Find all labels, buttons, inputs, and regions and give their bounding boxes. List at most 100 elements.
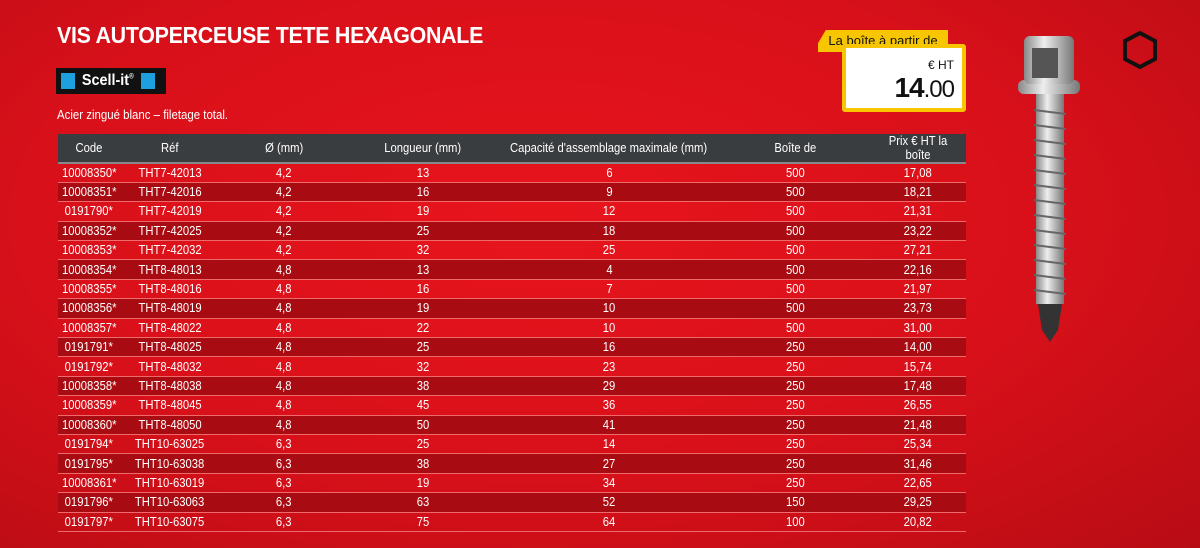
table-row: 0191797* THT10-63075 6,3 75 64 100 20,82 [58,512,966,532]
table-cell: 38 [348,376,498,397]
table-cell: 10008361* [58,473,120,494]
table-row: 0191794* THT10-63025 6,3 25 14 250 25,34 [58,434,966,455]
product-description: Acier zingué blanc – filetage total. [57,107,229,122]
table-row: 10008357* THT8-48022 4,8 22 10 500 31,00 [58,318,966,339]
table-cell: 19 [348,473,498,494]
table-row: 0191795* THT10-63038 6,3 38 27 250 31,46 [58,453,966,474]
table-cell: 4,8 [220,376,348,397]
table-cell: 4,8 [220,279,348,300]
table-cell: 41 [498,415,720,435]
table-row: 10008353* THT7-42032 4,2 32 25 500 27,21 [58,240,966,261]
table-cell: 64 [498,512,720,532]
table-cell: THT7-42016 [120,182,220,203]
table-cell: THT7-42025 [120,221,220,242]
table-cell: 21,48 [870,415,966,435]
brand-logo: Scell-it® [56,68,166,94]
table-cell: 15,74 [870,356,966,377]
table-row: 0191792* THT8-48032 4,8 32 23 250 15,74 [58,356,966,377]
table-cell: 18 [498,221,720,242]
table-cell: 500 [720,259,870,280]
product-table: Code Réf Ø (mm) Longueur (mm) Capacité d'ass… [58,134,966,532]
table-cell: 12 [498,201,720,222]
table-cell: 500 [720,221,870,242]
table-cell: 6,3 [220,492,348,513]
column-header: Ø (mm) [220,134,348,164]
table-cell: 4,2 [220,163,348,183]
table-cell: 52 [498,492,720,513]
table-cell: 250 [720,376,870,397]
brand-registered-mark: ® [129,73,134,81]
table-cell: 19 [348,298,498,319]
table-row: 10008354* THT8-48013 4,8 13 4 500 22,16 [58,259,966,280]
table-row: 10008356* THT8-48019 4,8 19 10 500 23,73 [58,298,966,319]
table-cell: 18,21 [870,182,966,203]
table-row: 0191796* THT10-63063 6,3 63 52 150 29,25 [58,492,966,513]
table-cell: 25 [348,337,498,358]
table-cell: 4,8 [220,318,348,339]
column-header: Réf [120,134,220,164]
table-cell: 10008356* [58,298,120,319]
table-cell: 16 [348,279,498,300]
table-cell: 6,3 [220,473,348,494]
table-cell: 25,34 [870,434,966,455]
table-cell: 6,3 [220,434,348,455]
table-row: 10008361* THT10-63019 6,3 19 34 250 22,65 [58,473,966,494]
table-cell: THT7-42032 [120,240,220,261]
table-row: 10008359* THT8-48045 4,8 45 36 250 26,55 [58,395,966,416]
table-cell: 4,2 [220,240,348,261]
table-cell: 14 [498,434,720,455]
table-cell: 10 [498,318,720,339]
table-cell: 27,21 [870,240,966,261]
table-cell: 22 [348,318,498,339]
table-cell: 63 [348,492,498,513]
table-cell: 500 [720,279,870,300]
table-cell: THT10-63038 [120,453,220,474]
price-value: 14.00 [894,72,955,103]
table-cell: 13 [348,163,498,183]
table-cell: 0191797* [58,512,120,532]
table-cell: 4,2 [220,221,348,242]
table-cell: 500 [720,182,870,203]
screw-image [1018,36,1080,342]
table-cell: 0191794* [58,434,120,455]
table-cell: 4,8 [220,395,348,416]
table-cell: 10008351* [58,182,120,203]
table-cell: 250 [720,337,870,358]
table-cell: 0191791* [58,337,120,358]
table-cell: 7 [498,279,720,300]
table-cell: 10008350* [58,163,120,183]
table-cell: 26,55 [870,395,966,416]
table-cell: THT8-48050 [120,415,220,435]
table-cell: 6 [498,163,720,183]
table-cell: 0191796* [58,492,120,513]
table-cell: 9 [498,182,720,203]
table-cell: 10008360* [58,415,120,435]
table-cell: 250 [720,356,870,377]
table-cell: 31,00 [870,318,966,339]
table-cell: 23,73 [870,298,966,319]
table-cell: 500 [720,240,870,261]
table-cell: THT7-42013 [120,163,220,183]
table-cell: 36 [498,395,720,416]
table-cell: 34 [498,473,720,494]
page-title: VIS AUTOPERCEUSE TETE HEXAGONALE [57,22,484,48]
table-cell: 4,8 [220,415,348,435]
table-cell: 45 [348,395,498,416]
table-row: 0191790* THT7-42019 4,2 19 12 500 21,31 [58,201,966,222]
table-cell: 0191795* [58,453,120,474]
hexagon-head-icon [1123,30,1157,70]
table-cell: 23,22 [870,221,966,242]
table-cell: 250 [720,434,870,455]
table-cell: 21,31 [870,201,966,222]
table-cell: 31,46 [870,453,966,474]
brand-square-icon [140,73,155,89]
table-cell: THT7-42019 [120,201,220,222]
table-cell: 10008358* [58,376,120,397]
table-cell: 22,16 [870,259,966,280]
table-cell: THT8-48013 [120,259,220,280]
column-header: Boîte de [720,134,870,164]
table-cell: 21,97 [870,279,966,300]
table-cell: 75 [348,512,498,532]
price-unit: € HT [927,58,954,72]
table-cell: THT8-48032 [120,356,220,377]
